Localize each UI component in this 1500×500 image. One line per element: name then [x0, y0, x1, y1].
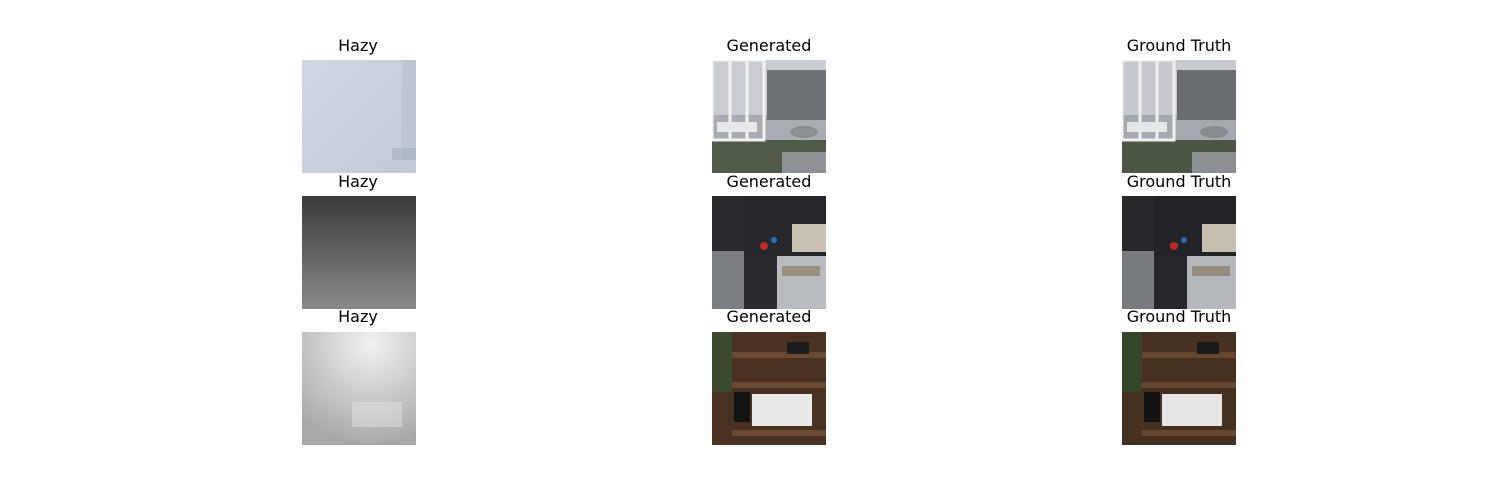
ground-truth-image-row2 — [1122, 196, 1236, 309]
generated-image-row3 — [712, 332, 826, 445]
generated-image-row1 — [712, 60, 826, 173]
generated-image-row2 — [712, 196, 826, 309]
generated-title-row2: Generated — [726, 172, 812, 191]
ground-truth-title-row2: Ground Truth — [1126, 172, 1232, 191]
hazy-image-row2 — [302, 196, 416, 309]
generated-title-row1: Generated — [726, 36, 812, 55]
ground-truth-title-row3: Ground Truth — [1126, 307, 1232, 326]
ground-truth-image-row1 — [1122, 60, 1236, 173]
ground-truth-image-row3 — [1122, 332, 1236, 445]
ground-truth-title-row1: Ground Truth — [1126, 36, 1232, 55]
hazy-title-row1: Hazy — [338, 36, 378, 55]
hazy-image-row3 — [302, 332, 416, 445]
hazy-title-row2: Hazy — [338, 172, 378, 191]
hazy-title-row3: Hazy — [338, 307, 378, 326]
generated-title-row3: Generated — [726, 307, 812, 326]
hazy-image-row1 — [302, 60, 416, 173]
